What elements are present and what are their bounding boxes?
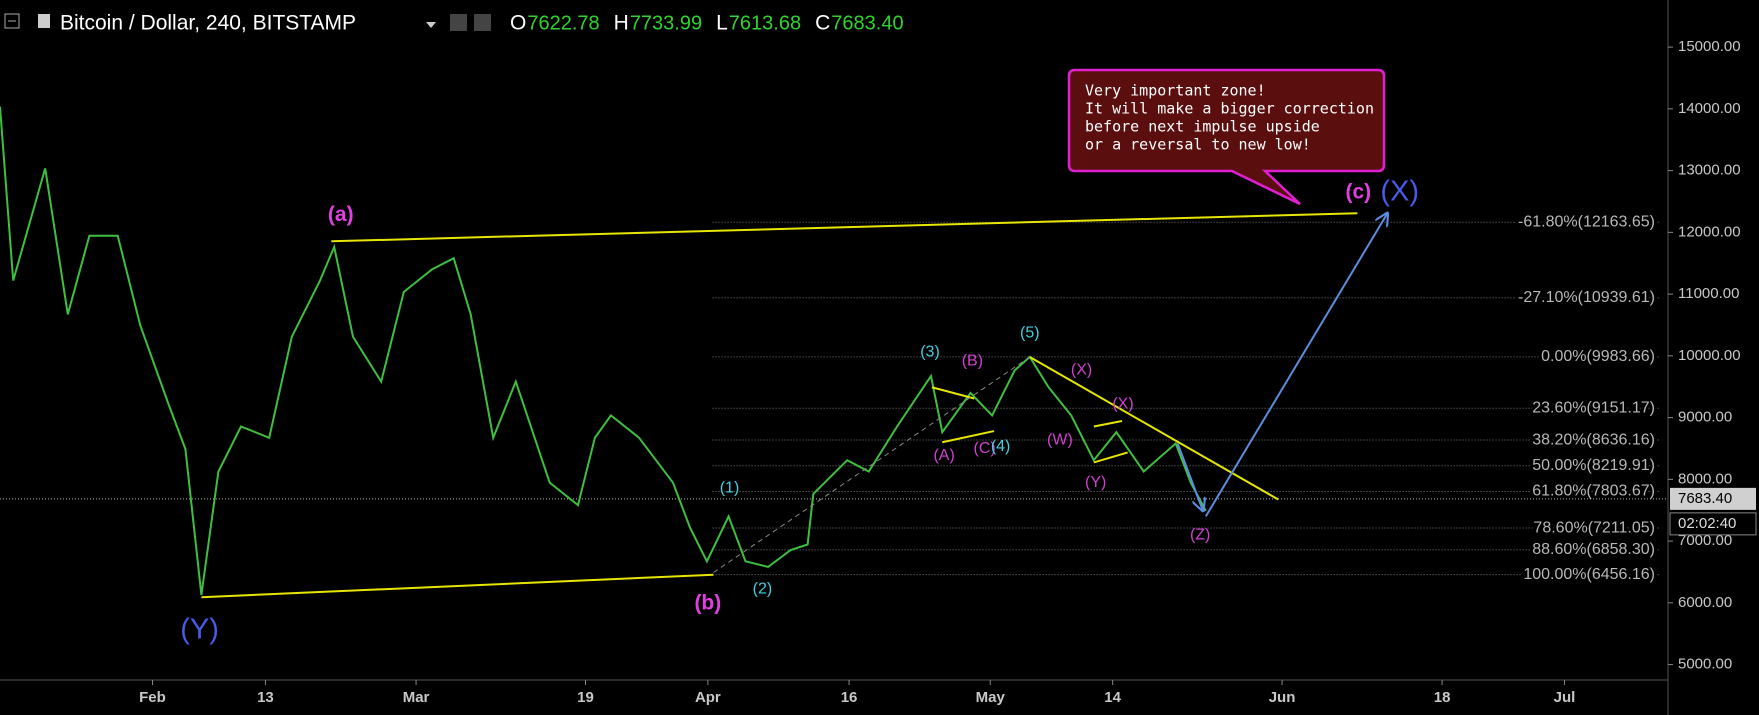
- fib-label: 78.60%(7211.05): [1533, 519, 1655, 536]
- x-tick-label: 19: [577, 689, 594, 706]
- trend-line: [713, 356, 1031, 573]
- x-tick-label: Apr: [695, 689, 721, 706]
- callout-text: It will make a bigger correction: [1085, 100, 1374, 118]
- fib-label: 38.20%(8636.16): [1532, 431, 1655, 448]
- fib-label: 61.80%(7803.67): [1532, 483, 1655, 500]
- wave-label: (c): [1345, 181, 1371, 204]
- wave-label: (X): [1112, 395, 1133, 412]
- wave-label: (X): [1380, 176, 1419, 208]
- wave-label: (Y): [180, 614, 219, 646]
- wave-label: (B): [962, 353, 983, 370]
- callout-text: before next impulse upside: [1085, 118, 1320, 136]
- ohlc-name: O: [510, 12, 526, 35]
- countdown-box: [1669, 512, 1757, 536]
- wave-label: (b): [694, 591, 721, 614]
- fib-label: 100.00%(6456.16): [1523, 566, 1655, 583]
- wave-label: (A): [933, 447, 954, 464]
- x-tick-label: Jul: [1554, 689, 1576, 706]
- callout: Very important zone! It will make a bigg…: [1067, 68, 1386, 206]
- wave-label: (Y): [1085, 474, 1106, 491]
- ohlc-name: C: [815, 12, 830, 35]
- wave-label: (a): [328, 203, 354, 226]
- trend-line: [201, 573, 714, 599]
- y-tick-label: 8000.00: [1678, 470, 1732, 487]
- wave-label: (X): [1071, 362, 1092, 379]
- x-tick-label: Jun: [1269, 689, 1296, 706]
- last-price-tag: [1670, 487, 1756, 510]
- y-tick-label: 14000.00: [1678, 100, 1741, 117]
- trend-line: [1093, 419, 1123, 428]
- ohlc-value: 7733.99: [630, 12, 702, 34]
- chart-title[interactable]: Bitcoin / Dollar, 240, BITSTAMP: [60, 12, 356, 35]
- settings-icon[interactable]: [474, 14, 491, 31]
- wave-label: (1): [720, 479, 740, 496]
- ohlc-value: 7622.78: [527, 12, 599, 34]
- y-tick-label: 15000.00: [1678, 38, 1741, 55]
- y-tick-label: 12000.00: [1678, 223, 1741, 240]
- x-tick-label: 18: [1434, 689, 1451, 706]
- wave-label: (Z): [1190, 527, 1210, 544]
- dropdown-arrow[interactable]: [426, 22, 436, 28]
- price-line: [0, 106, 1207, 596]
- trend-line: [1093, 451, 1128, 464]
- ohlc-name: H: [614, 12, 629, 35]
- trend-line: [931, 386, 975, 400]
- callout-box: [1067, 68, 1386, 206]
- y-tick-label: 11000.00: [1678, 285, 1739, 302]
- trend-line: [331, 212, 1358, 243]
- x-tick-label: 14: [1104, 689, 1121, 706]
- y-tick-label: 10000.00: [1678, 347, 1741, 364]
- wave-label: (C): [974, 440, 996, 457]
- y-tick-label: 6000.00: [1678, 594, 1732, 611]
- last-price-label: 7683.40: [1678, 490, 1732, 507]
- ohlc-values: O 7622.78 H 7733.99 L 7613.68 C 7683.40: [510, 12, 904, 35]
- eye-icon[interactable]: [450, 14, 467, 31]
- countdown: 02:02:40: [1678, 515, 1736, 532]
- fib-label: 23.60%(9151.17): [1532, 399, 1655, 416]
- trend-line: [1029, 356, 1279, 501]
- x-tick-label: Mar: [403, 689, 430, 706]
- wave-label: (2): [753, 581, 773, 598]
- symbol-icon: [38, 14, 50, 28]
- wave-label: (4): [991, 438, 1011, 455]
- collapse-button[interactable]: [4, 13, 20, 29]
- fib-label: 50.00%(8219.91): [1532, 457, 1655, 474]
- x-tick-label: 13: [257, 689, 274, 706]
- plot-area: 5000.00 6000.00 7000.00 8000.00 9000.00 10000…: [0, 38, 1757, 706]
- wave-label: (W): [1047, 431, 1073, 448]
- x-tick-label: Feb: [139, 689, 166, 706]
- callout-text: or a reversal to new low!: [1085, 136, 1311, 154]
- y-tick-label: 13000.00: [1678, 162, 1741, 179]
- ohlc-name: L: [716, 12, 728, 35]
- y-tick-label: 5000.00: [1678, 656, 1732, 673]
- ohlc-value: 7683.40: [831, 12, 903, 34]
- x-tick-label: May: [976, 689, 1006, 706]
- wave-label: (3): [920, 344, 940, 361]
- arrow: [1204, 213, 1388, 517]
- fib-label: 0.00%(9983.66): [1541, 348, 1655, 365]
- fib-label: -27.10%(10939.61): [1518, 289, 1655, 306]
- arrow: [1176, 443, 1203, 510]
- fib-label: -61.80%(12163.65): [1518, 213, 1655, 230]
- fib-label: 88.60%(6858.30): [1532, 541, 1655, 558]
- ohlc-value: 7613.68: [729, 12, 801, 34]
- y-tick-label: 9000.00: [1678, 409, 1732, 426]
- callout-text: Very important zone!: [1085, 82, 1266, 100]
- x-tick-label: 16: [841, 689, 858, 706]
- y-tick-label: 7000.00: [1678, 532, 1732, 549]
- trend-line: [942, 430, 995, 444]
- wave-label: (5): [1020, 325, 1040, 342]
